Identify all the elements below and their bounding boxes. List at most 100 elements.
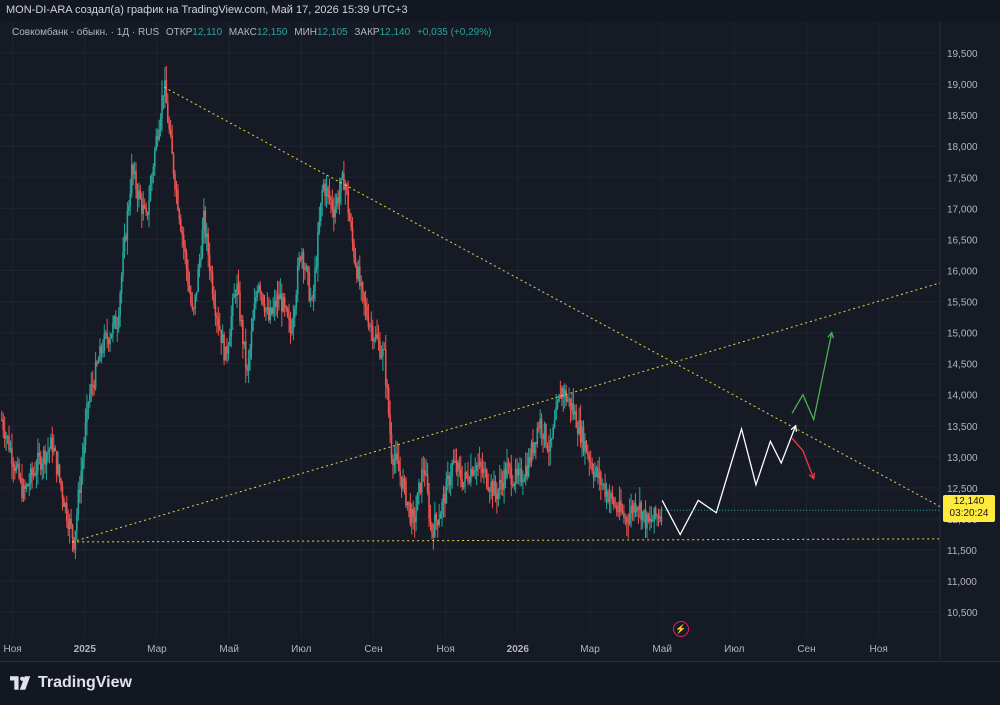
candle-body	[520, 468, 523, 483]
candle-body	[587, 452, 589, 456]
candle-body	[18, 463, 20, 479]
x-tick-label: Ноя	[870, 644, 888, 655]
candle-body	[204, 210, 207, 238]
projection-bull-path-arrowhead	[827, 331, 835, 339]
candle-body	[203, 210, 205, 230]
candle-body	[470, 468, 472, 483]
candle-body	[24, 485, 26, 489]
candle-body	[243, 341, 246, 345]
y-tick-label: 10,500	[947, 608, 978, 619]
author-line: MON-DI-ARA создал(а) график на TradingVi…	[6, 4, 408, 16]
candle-body	[376, 334, 378, 338]
y-tick-label: 16,500	[947, 235, 978, 246]
x-tick-label: Июл	[291, 644, 311, 655]
candle-body	[334, 206, 337, 218]
candle-body	[83, 444, 85, 458]
candle-body	[542, 434, 544, 439]
candle-body	[358, 266, 361, 286]
candle-body	[608, 498, 611, 502]
candle-body	[396, 453, 399, 461]
y-tick-label: 13,500	[947, 422, 978, 433]
candle-body	[369, 325, 371, 327]
candle-body	[44, 450, 46, 465]
candle-body	[579, 420, 582, 443]
candle-body	[532, 442, 534, 454]
candle-body	[268, 306, 270, 321]
candle-body	[230, 316, 233, 337]
candle-body	[529, 457, 531, 463]
candle-body	[234, 294, 237, 296]
candle-body	[485, 469, 488, 488]
candle-body	[514, 468, 517, 484]
candle-body	[266, 306, 269, 309]
ascending-support-line	[72, 282, 941, 543]
candle-body	[314, 268, 316, 291]
candle-body	[406, 501, 409, 506]
candle-body	[282, 297, 285, 312]
candle-body	[656, 515, 658, 517]
candle-body	[623, 512, 625, 518]
candle-body	[309, 297, 312, 301]
close-label: ЗАКР	[354, 27, 380, 38]
candle-body	[250, 330, 253, 349]
high-value: 12,150	[256, 27, 288, 38]
candle-body	[278, 294, 280, 300]
candle-body	[135, 170, 137, 190]
lightning-icon[interactable]: ⚡	[673, 621, 689, 637]
candle-body	[327, 187, 329, 191]
candle-body	[594, 471, 596, 478]
candle-body	[198, 260, 201, 269]
candle-body	[467, 474, 469, 482]
candle-body	[409, 503, 412, 524]
candle-body	[239, 291, 241, 322]
candle-body	[112, 322, 114, 334]
candle-body	[536, 427, 539, 445]
candle-body	[574, 411, 576, 415]
candle-body	[540, 418, 543, 435]
candle-body	[627, 522, 630, 524]
candle-body	[289, 320, 292, 334]
open-label: ОТКР	[165, 27, 193, 38]
candle-body	[421, 469, 423, 493]
candle-body	[566, 399, 569, 402]
candle-body	[249, 348, 251, 359]
candle-body	[247, 358, 250, 371]
y-tick-label: 18,000	[947, 142, 978, 153]
candle-body	[519, 468, 521, 472]
candle-body	[438, 518, 440, 526]
y-tick-label: 15,000	[947, 329, 978, 340]
candle-body	[497, 489, 500, 500]
candle-body	[530, 442, 533, 463]
candle-body	[42, 450, 45, 464]
candle-body	[15, 465, 18, 472]
horizontal-support-line	[72, 538, 941, 543]
candle-body	[576, 427, 579, 434]
candle-body	[350, 221, 352, 228]
candle-body	[611, 492, 614, 499]
candle-body	[641, 511, 644, 521]
candle-body	[74, 530, 77, 550]
chart-area[interactable]: 19,500 19,000 18,500 18,000 17,500 17,000 16,5…	[0, 22, 1000, 660]
candle-body	[660, 516, 663, 522]
y-tick-label: 17,000	[947, 204, 978, 215]
candle-body	[58, 464, 61, 479]
candle-body	[285, 306, 287, 309]
candle-body	[165, 80, 168, 104]
candle-body	[64, 503, 67, 507]
candle-body	[397, 460, 400, 472]
candle-body	[569, 398, 572, 410]
candle-body	[25, 484, 28, 489]
candle-body	[459, 468, 462, 480]
candle-body	[462, 482, 465, 488]
x-tick-label: Ноя	[437, 644, 455, 655]
candle-body	[125, 235, 127, 240]
candle-body	[546, 445, 549, 450]
brand[interactable]: TradingView	[10, 674, 132, 692]
footer: TradingView	[0, 661, 1000, 705]
candle-body	[575, 411, 578, 428]
price-chart[interactable]: 19,500 19,000 18,500 18,000 17,500 17,000 16,5…	[0, 22, 1000, 660]
x-tick-label: Сен	[364, 644, 382, 655]
candle-body	[207, 233, 210, 255]
candle-body	[493, 481, 495, 496]
last-price-tag: 12,140 03:20:24	[943, 495, 995, 522]
